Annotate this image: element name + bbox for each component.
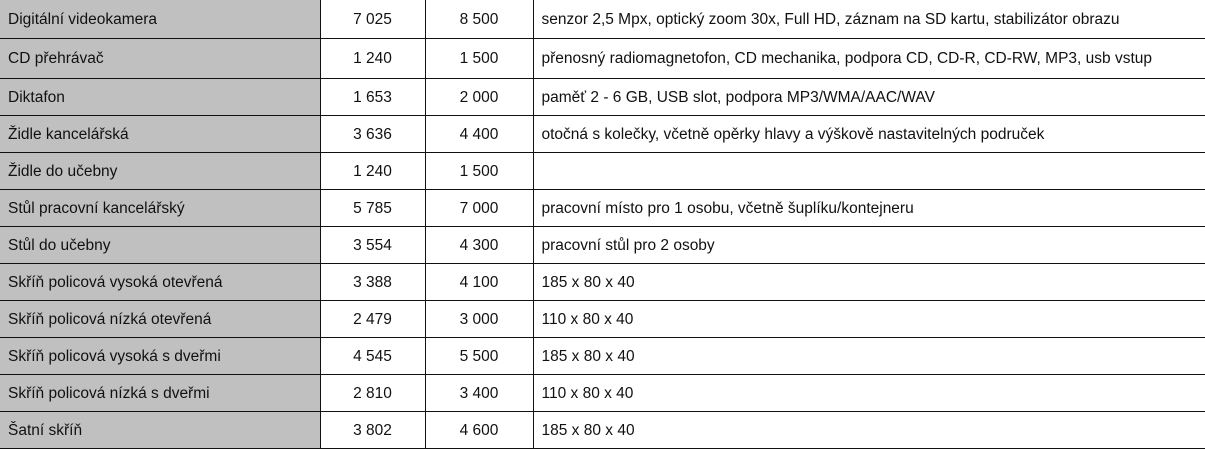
table-row: Digitální videokamera 7 025 8 500 senzor 2,… bbox=[0, 0, 1205, 39]
price-without-vat-cell: 3 388 bbox=[319, 263, 426, 301]
table-row: Diktafon 1 653 2 000 paměť 2 - 6 GB, USB sl… bbox=[0, 78, 1205, 116]
description-cell: senzor 2,5 Mpx, optický zoom 30x, Full H… bbox=[532, 0, 1205, 39]
price-without-vat-cell: 2 479 bbox=[319, 300, 426, 338]
item-name-cell: Skříň policová nízká s dveřmi bbox=[0, 374, 321, 412]
table-row: Židle kancelářská 3 636 4 400 otočná s kole… bbox=[0, 115, 1205, 153]
item-name-cell: CD přehrávač bbox=[0, 38, 321, 79]
description-cell: pracovní stůl pro 2 osoby bbox=[532, 226, 1205, 264]
item-name-cell: Židle do učebny bbox=[0, 152, 321, 190]
table-row: Skříň policová nízká s dveřmi 2 810 3 400 1… bbox=[0, 374, 1205, 412]
item-name-cell: Digitální videokamera bbox=[0, 0, 321, 39]
price-with-vat-cell: 4 400 bbox=[424, 115, 534, 153]
table-row: Šatní skříň 3 802 4 600 185 x 80 x 40 bbox=[0, 411, 1205, 449]
price-without-vat-cell: 1 240 bbox=[319, 152, 426, 190]
price-with-vat-cell: 2 000 bbox=[424, 78, 534, 116]
description-cell: 110 x 80 x 40 bbox=[532, 300, 1205, 338]
price-with-vat-cell: 5 500 bbox=[424, 337, 534, 375]
price-without-vat-cell: 5 785 bbox=[319, 189, 426, 227]
price-without-vat-cell: 1 240 bbox=[319, 38, 426, 79]
price-without-vat-cell: 3 802 bbox=[319, 411, 426, 449]
description-cell: 185 x 80 x 40 bbox=[532, 263, 1205, 301]
price-with-vat-cell: 4 600 bbox=[424, 411, 534, 449]
price-without-vat-cell: 3 554 bbox=[319, 226, 426, 264]
price-with-vat-cell: 1 500 bbox=[424, 152, 534, 190]
description-cell bbox=[532, 152, 1205, 190]
price-without-vat-cell: 1 653 bbox=[319, 78, 426, 116]
item-name-cell: Skříň policová nízká otevřená bbox=[0, 300, 321, 338]
table-row: Skříň policová nízká otevřená 2 479 3 000 1… bbox=[0, 300, 1205, 338]
price-without-vat-cell: 7 025 bbox=[319, 0, 426, 39]
price-with-vat-cell: 3 000 bbox=[424, 300, 534, 338]
item-name-cell: Stůl do učebny bbox=[0, 226, 321, 264]
description-cell: pracovní místo pro 1 osobu, včetně šuplí… bbox=[532, 189, 1205, 227]
item-name-cell: Skříň policová vysoká s dveřmi bbox=[0, 337, 321, 375]
table-row: Skříň policová vysoká otevřená 3 388 4 100… bbox=[0, 263, 1205, 301]
description-cell: 110 x 80 x 40 bbox=[532, 374, 1205, 412]
item-name-cell: Šatní skříň bbox=[0, 411, 321, 449]
price-with-vat-cell: 1 500 bbox=[424, 38, 534, 79]
price-without-vat-cell: 3 636 bbox=[319, 115, 426, 153]
description-cell: 185 x 80 x 40 bbox=[532, 337, 1205, 375]
price-without-vat-cell: 4 545 bbox=[319, 337, 426, 375]
description-cell: přenosný radiomagnetofon, CD mechanika, … bbox=[532, 38, 1205, 79]
table-row: Skříň policová vysoká s dveřmi 4 545 5 500… bbox=[0, 337, 1205, 375]
price-without-vat-cell: 2 810 bbox=[319, 374, 426, 412]
table-row: Židle do učebny 1 240 1 500 bbox=[0, 152, 1205, 190]
item-name-cell: Židle kancelářská bbox=[0, 115, 321, 153]
price-with-vat-cell: 8 500 bbox=[424, 0, 534, 39]
price-with-vat-cell: 4 100 bbox=[424, 263, 534, 301]
table-row: Stůl do učebny 3 554 4 300 pracovní stůl pr… bbox=[0, 226, 1205, 264]
item-name-cell: Stůl pracovní kancelářský bbox=[0, 189, 321, 227]
item-name-cell: Skříň policová vysoká otevřená bbox=[0, 263, 321, 301]
table-row: CD přehrávač 1 240 1 500 přenosný radiomagn… bbox=[0, 38, 1205, 79]
description-cell: otočná s kolečky, včetně opěrky hlavy a … bbox=[532, 115, 1205, 153]
price-with-vat-cell: 7 000 bbox=[424, 189, 534, 227]
price-with-vat-cell: 4 300 bbox=[424, 226, 534, 264]
price-with-vat-cell: 3 400 bbox=[424, 374, 534, 412]
description-cell: paměť 2 - 6 GB, USB slot, podpora MP3/WM… bbox=[532, 78, 1205, 116]
item-name-cell: Diktafon bbox=[0, 78, 321, 116]
table-row: Stůl pracovní kancelářský 5 785 7 000 praco… bbox=[0, 189, 1205, 227]
description-cell: 185 x 80 x 40 bbox=[532, 411, 1205, 449]
